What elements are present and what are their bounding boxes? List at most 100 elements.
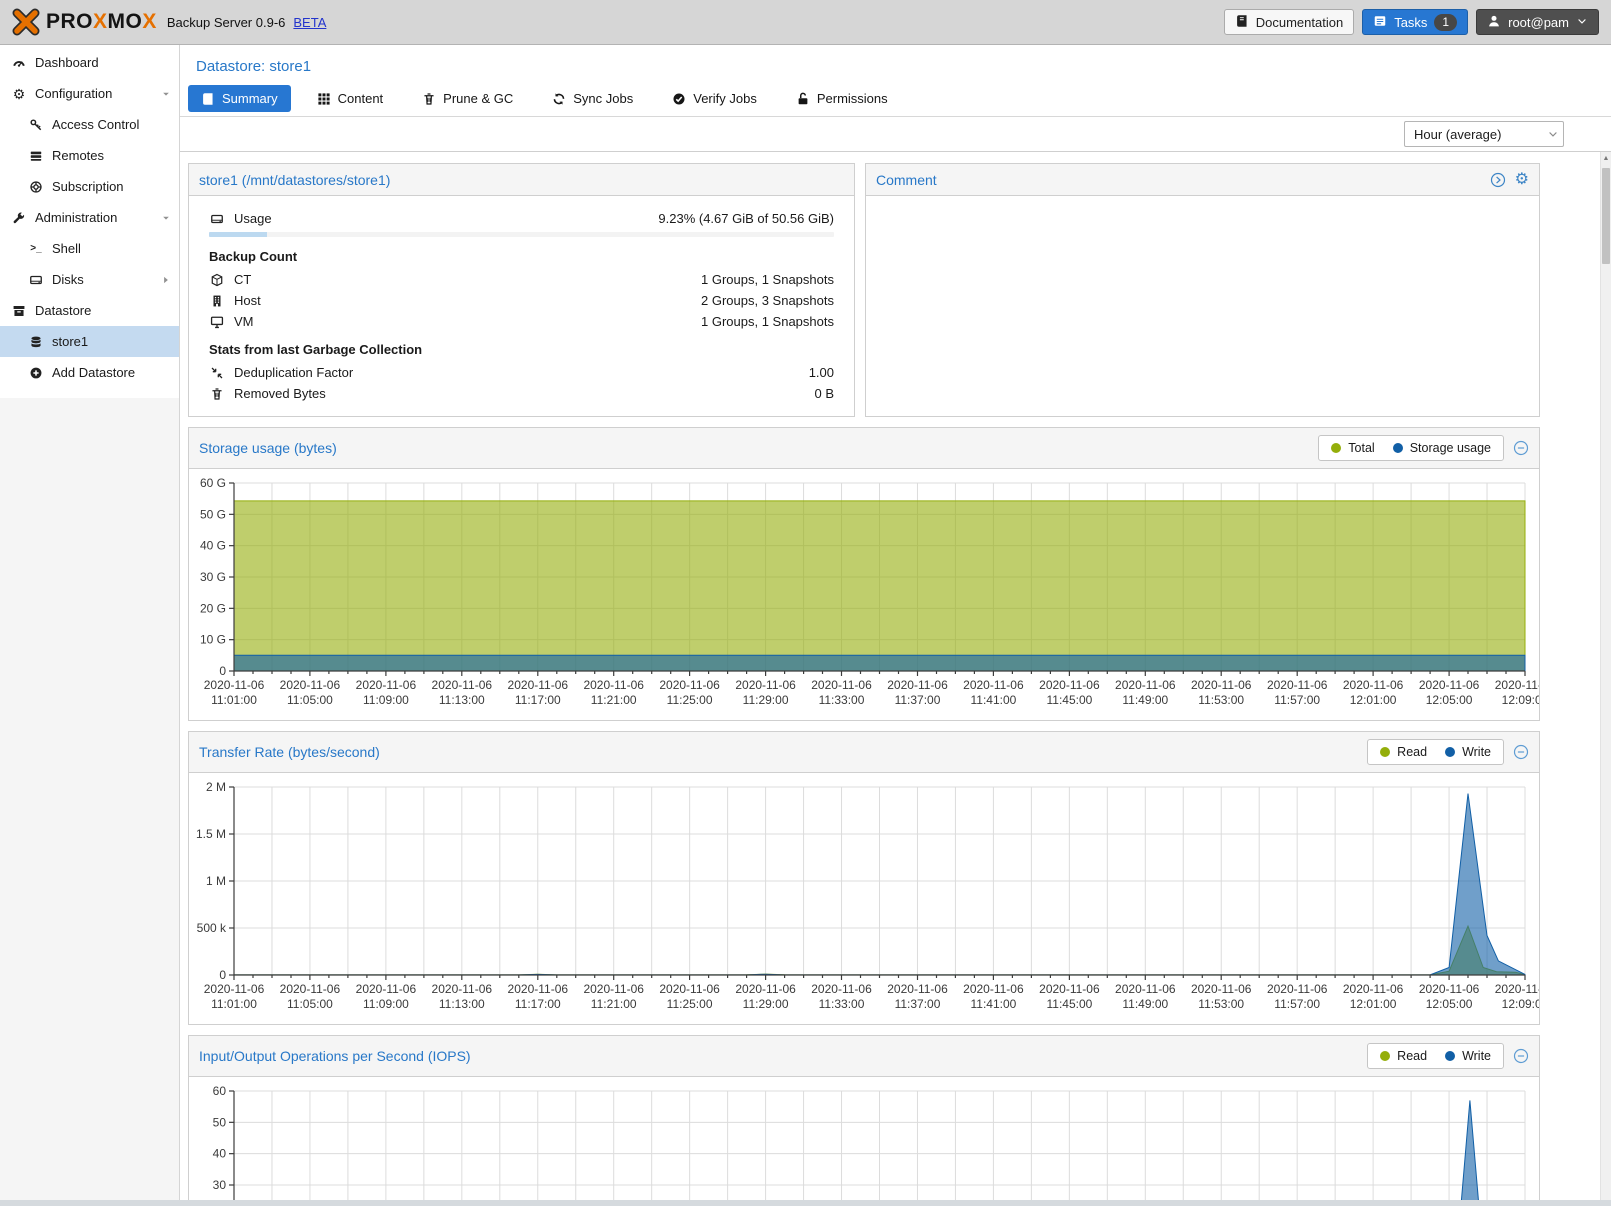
tab-content[interactable]: Content <box>304 85 397 112</box>
archive-box-icon <box>10 304 28 318</box>
user-menu-button[interactable]: root@pam <box>1476 9 1599 35</box>
iops-title: Input/Output Operations per Second (IOPS… <box>199 1048 471 1064</box>
svg-text:11:25:00: 11:25:00 <box>667 693 713 707</box>
tab-summary[interactable]: Summary <box>188 85 291 112</box>
svg-text:2020-11-06: 2020-11-06 <box>204 982 265 996</box>
sidebar-item-remotes[interactable]: Remotes <box>0 140 179 171</box>
tab-verify-jobs[interactable]: Verify Jobs <box>659 85 770 112</box>
sidebar-item-store1[interactable]: store1 <box>0 326 179 357</box>
tab-permissions[interactable]: Permissions <box>783 85 901 112</box>
chevron-down-icon <box>1547 128 1559 140</box>
svg-text:11:09:00: 11:09:00 <box>363 997 409 1011</box>
svg-text:20 G: 20 G <box>200 601 226 615</box>
tab-prune-gc[interactable]: Prune & GC <box>409 85 526 112</box>
svg-text:2020-11-06: 2020-11-06 <box>1495 982 1539 996</box>
storage-usage-panel: Storage usage (bytes) Total Storage usag… <box>188 427 1556 721</box>
svg-text:11:13:00: 11:13:00 <box>439 997 485 1011</box>
iops-panel-header: Input/Output Operations per Second (IOPS… <box>189 1036 1539 1077</box>
storage-usage-chart: 0 10 G 20 G 30 G 40 G 50 G 60 G 2020-11-06 11:01… <box>189 469 1556 720</box>
wrench-icon <box>10 211 28 225</box>
sidebar-item-administration[interactable]: Administration <box>0 202 179 233</box>
sidebar-item-shell[interactable]: >_ Shell <box>0 233 179 264</box>
legend-dot-total <box>1331 443 1342 453</box>
scrollbar-thumb[interactable] <box>1602 168 1610 264</box>
backup-count-row-host: Host 2 Groups, 3 Snapshots <box>209 290 834 311</box>
svg-text:2020-11-06: 2020-11-06 <box>1419 982 1480 996</box>
sidebar-item-dashboard[interactable]: Dashboard <box>0 47 179 78</box>
svg-text:12:05:00: 12:05:00 <box>1426 997 1473 1011</box>
gear-icon[interactable]: ⚙ <box>1514 170 1529 188</box>
book-icon <box>1235 14 1249 31</box>
expand-circle-icon[interactable] <box>1490 172 1506 188</box>
backup-count-row-vm: VM 1 Groups, 1 Snapshots <box>209 311 834 332</box>
check-circle-icon <box>672 92 686 106</box>
vertical-scrollbar[interactable]: ▲ <box>1600 152 1611 1206</box>
legend-dot-read <box>1380 747 1391 757</box>
caret-down-icon[interactable] <box>161 213 171 223</box>
svg-text:2020-11-06: 2020-11-06 <box>659 678 720 692</box>
sidebar-item-subscription[interactable]: Subscription <box>0 171 179 202</box>
svg-text:11:53:00: 11:53:00 <box>1198 693 1244 707</box>
transfer-rate-legend[interactable]: Read Write <box>1367 739 1504 765</box>
sidebar: Dashboard ⚙ Configuration Access Control… <box>0 45 180 1206</box>
collapse-chart-icon[interactable] <box>1513 440 1529 456</box>
store1-summary-panel: store1 (/mnt/datastores/store1) Usage 9.… <box>188 163 855 417</box>
key-icon <box>27 118 45 132</box>
compress-arrows-icon <box>209 366 225 380</box>
chevron-down-icon <box>1576 15 1588 30</box>
unlock-icon <box>796 92 810 106</box>
svg-text:2020-11-06: 2020-11-06 <box>1039 678 1100 692</box>
brand-text: PROXMOX <box>46 10 157 33</box>
usage-progress-fill <box>209 232 267 237</box>
legend-dot-read <box>1380 1051 1391 1061</box>
documentation-button[interactable]: Documentation <box>1223 9 1355 35</box>
svg-text:11:49:00: 11:49:00 <box>1122 997 1168 1011</box>
svg-text:60 G: 60 G <box>200 476 226 490</box>
hdd-icon <box>27 273 45 287</box>
tab-sync-jobs[interactable]: Sync Jobs <box>539 85 646 112</box>
content-header: Datastore: store1 <box>180 45 1611 81</box>
svg-text:11:05:00: 11:05:00 <box>287 693 333 707</box>
svg-text:2020-11-06: 2020-11-06 <box>887 678 948 692</box>
usage-row: Usage 9.23% (4.67 GiB of 50.56 GiB) <box>209 208 834 229</box>
beta-link[interactable]: BETA <box>293 14 327 30</box>
sidebar-item-add-datastore[interactable]: Add Datastore <box>0 357 179 388</box>
legend-dot-write <box>1445 1051 1456 1061</box>
svg-text:30: 30 <box>213 1178 227 1192</box>
svg-text:2020-11-06: 2020-11-06 <box>356 678 417 692</box>
sidebar-item-access-control[interactable]: Access Control <box>0 109 179 140</box>
comment-panel-title: Comment <box>876 171 937 188</box>
svg-text:10 G: 10 G <box>200 633 226 647</box>
user-icon <box>1487 14 1501 31</box>
svg-text:2020-11-06: 2020-11-06 <box>811 982 872 996</box>
svg-text:2020-11-06: 2020-11-06 <box>1419 678 1480 692</box>
svg-text:2020-11-06: 2020-11-06 <box>583 678 644 692</box>
caret-down-icon[interactable] <box>161 89 171 99</box>
chevron-right-icon[interactable] <box>161 275 171 285</box>
scroll-up-arrow[interactable]: ▲ <box>1602 155 1610 162</box>
collapse-chart-icon[interactable] <box>1513 744 1529 760</box>
panels-area: store1 (/mnt/datastores/store1) Usage 9.… <box>180 152 1556 1206</box>
hdd-icon <box>209 212 225 226</box>
trash-icon <box>422 92 436 106</box>
sidebar-item-disks[interactable]: Disks <box>0 264 179 295</box>
storage-usage-legend[interactable]: Total Storage usage <box>1318 435 1504 461</box>
grid-icon <box>317 92 331 106</box>
time-range-select[interactable]: Hour (average) <box>1404 121 1564 147</box>
iops-legend[interactable]: Read Write <box>1367 1043 1504 1069</box>
svg-text:2020-11-06: 2020-11-06 <box>811 678 872 692</box>
backup-count-row-ct: CT 1 Groups, 1 Snapshots <box>209 269 834 290</box>
svg-text:2020-11-06: 2020-11-06 <box>1267 678 1328 692</box>
product-name: Backup Server 0.9-6 <box>166 14 286 30</box>
tasks-button[interactable]: Tasks 1 <box>1362 9 1469 35</box>
svg-text:12:01:00: 12:01:00 <box>1350 997 1397 1011</box>
svg-text:11:21:00: 11:21:00 <box>591 693 637 707</box>
iops-chart: 01020304050602020-11-0611:01:002020-11-0… <box>189 1077 1539 1206</box>
svg-text:11:37:00: 11:37:00 <box>895 693 941 707</box>
collapse-chart-icon[interactable] <box>1513 1048 1529 1064</box>
gc-stats-heading: Stats from last Garbage Collection <box>209 342 423 357</box>
usage-progress-bar <box>209 232 834 237</box>
sidebar-item-datastore[interactable]: Datastore <box>0 295 179 326</box>
comment-content <box>866 196 1539 416</box>
sidebar-item-configuration[interactable]: ⚙ Configuration <box>0 78 179 109</box>
